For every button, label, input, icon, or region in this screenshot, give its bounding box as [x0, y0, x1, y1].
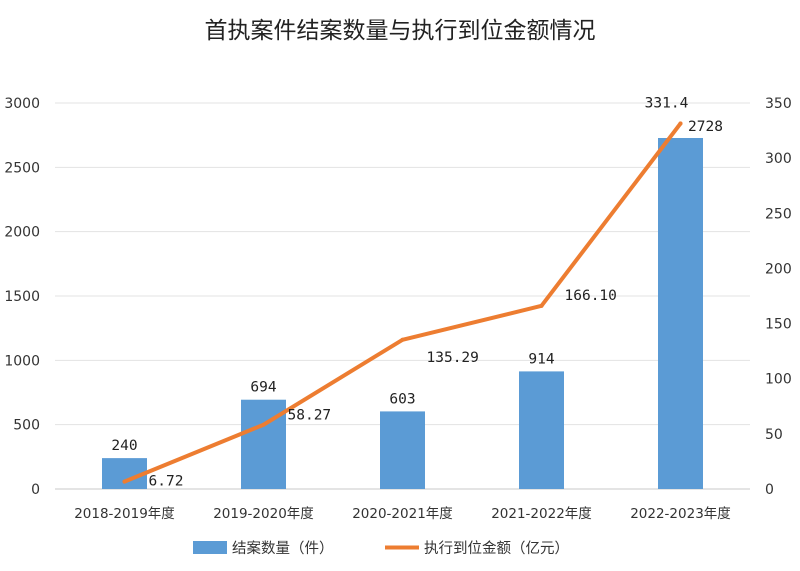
legend-swatch-bar: [193, 541, 227, 554]
line-data-label: 166.10: [565, 288, 617, 304]
y-left-tick-label: 3000: [4, 96, 40, 112]
bar: [519, 371, 564, 489]
x-tick-label: 2022-2023年度: [630, 506, 731, 522]
bar-data-label: 694: [250, 380, 276, 396]
bar-data-label: 2728: [688, 119, 723, 135]
y-right-tick-label: 300: [765, 151, 792, 167]
y-left-tick-label: 2000: [4, 225, 40, 241]
y-left-tick-label: 1500: [4, 289, 40, 305]
legend: 结案数量（件） 执行到位金额（亿元）: [193, 539, 569, 557]
bar-data-label: 914: [528, 351, 554, 367]
line-point: [261, 422, 266, 427]
y-right-tick-label: 250: [765, 206, 792, 222]
bar-data-label: 240: [111, 438, 137, 454]
gridlines: [55, 102, 750, 490]
y-left-tick-label: 1000: [4, 353, 40, 369]
x-axis: 2018-2019年度 2019-2020年度 2020-2021年度 2021-20…: [74, 506, 731, 522]
y-left-tick-label: 500: [13, 418, 40, 434]
y-left-tick-label: 2500: [4, 160, 40, 176]
line-data-label: 6.72: [149, 474, 184, 490]
y-right-tick-label: 50: [765, 427, 783, 443]
bar: [658, 137, 703, 490]
data-labels: 240 694 603 914 2728 6.72 58.27 135.29 166.10 331…: [111, 96, 723, 490]
y-right-tick-label: 100: [765, 372, 792, 388]
y-left-tick-label: 0: [31, 482, 40, 498]
bar-data-label: 603: [389, 391, 415, 407]
line-data-label: 135.29: [427, 350, 479, 366]
y-right-tick-label: 0: [765, 482, 774, 498]
x-tick-label: 2020-2021年度: [352, 506, 453, 522]
line-data-label: 331.4: [645, 96, 689, 112]
line-point: [539, 303, 544, 308]
line-point: [678, 121, 683, 126]
y-right-tick-label: 200: [765, 261, 792, 277]
x-tick-label: 2019-2020年度: [213, 506, 314, 522]
bar: [380, 411, 425, 489]
line-data-label: 58.27: [288, 408, 332, 424]
y-right-tick-label: 350: [765, 96, 792, 112]
bar-series: [102, 137, 703, 490]
line-point: [122, 479, 127, 484]
x-tick-label: 2021-2022年度: [491, 506, 592, 522]
y-right-tick-label: 150: [765, 317, 792, 333]
y-axis-right: 0 50 100 150 200 250 300 350: [765, 96, 792, 498]
legend-label-bar: 结案数量（件）: [232, 539, 334, 557]
chart-title: 首执案件结案数量与执行到位金额情况: [205, 18, 596, 44]
line-series: [122, 121, 683, 484]
x-tick-label: 2018-2019年度: [74, 506, 175, 522]
legend-label-line: 执行到位金额（亿元）: [424, 540, 569, 557]
line-point: [400, 337, 405, 342]
y-axis-left: 0 500 1000 1500 2000 2500 3000: [4, 96, 40, 498]
